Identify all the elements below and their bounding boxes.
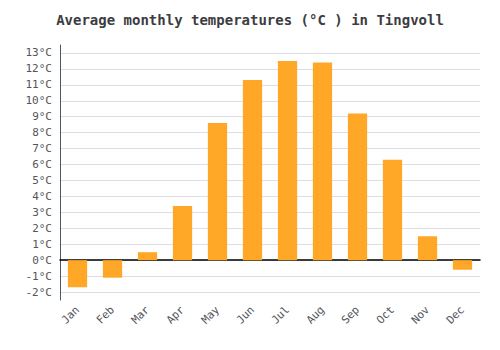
svg-text:2°C: 2°C — [32, 222, 52, 235]
svg-text:Aug: Aug — [304, 303, 327, 326]
svg-text:Oct: Oct — [374, 303, 397, 326]
svg-text:Jan: Jan — [59, 303, 82, 326]
svg-text:12°C: 12°C — [26, 62, 53, 75]
svg-text:May: May — [199, 303, 222, 326]
svg-text:7°C: 7°C — [32, 142, 52, 155]
svg-text:1°C: 1°C — [32, 238, 52, 251]
svg-text:4°C: 4°C — [32, 190, 52, 203]
svg-text:Sep: Sep — [339, 303, 362, 326]
svg-text:-1°C: -1°C — [26, 270, 53, 283]
svg-text:Nov: Nov — [409, 303, 432, 326]
svg-text:5°C: 5°C — [32, 174, 52, 187]
svg-text:Dec: Dec — [444, 303, 467, 326]
svg-text:10°C: 10°C — [26, 94, 53, 107]
svg-text:-2°C: -2°C — [26, 286, 53, 299]
svg-text:13°C: 13°C — [26, 46, 53, 59]
svg-text:8°C: 8°C — [32, 126, 52, 139]
svg-text:Mar: Mar — [129, 303, 152, 326]
svg-text:9°C: 9°C — [32, 110, 52, 123]
svg-text:Average monthly temperatures (: Average monthly temperatures (°C ) in Ti… — [56, 12, 444, 28]
svg-text:Apr: Apr — [164, 303, 187, 326]
svg-text:11°C: 11°C — [26, 78, 53, 91]
svg-text:Jun: Jun — [234, 303, 257, 326]
svg-text:0°C: 0°C — [32, 254, 52, 267]
svg-text:Jul: Jul — [269, 303, 292, 326]
svg-text:Feb: Feb — [94, 303, 117, 326]
svg-text:3°C: 3°C — [32, 206, 52, 219]
svg-text:6°C: 6°C — [32, 158, 52, 171]
